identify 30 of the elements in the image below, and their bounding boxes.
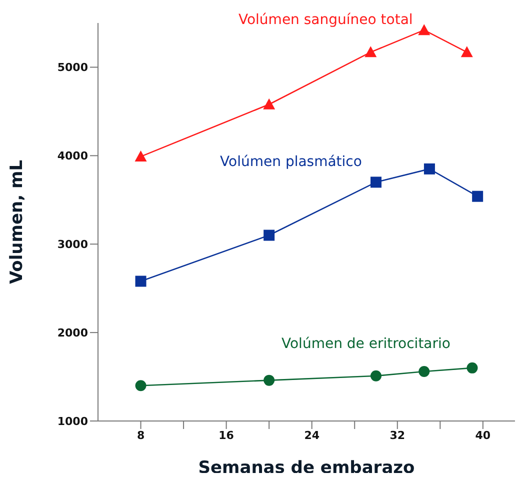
y-tick-label: 5000: [57, 61, 88, 74]
point: [466, 362, 478, 374]
series-label: Volúmen plasmático: [220, 154, 362, 170]
series-label: Volúmen de eritrocitario: [282, 336, 450, 352]
x-tick-label: 40: [475, 428, 491, 442]
point: [370, 176, 382, 188]
point: [264, 374, 275, 386]
x-tick-label: 16: [218, 428, 234, 442]
point: [135, 380, 146, 392]
x-tick-label: 32: [390, 428, 406, 442]
x-axis-title: Semanas de embarazo: [198, 458, 415, 478]
point: [460, 46, 473, 58]
point: [135, 276, 146, 287]
y-axis-title: Volumen, mL: [7, 160, 28, 284]
y-tick-label: 4000: [57, 150, 88, 163]
series-label: Volúmen sanguíneo total: [238, 12, 413, 28]
point: [370, 370, 382, 382]
y-tick-label: 3000: [57, 238, 88, 252]
x-tick-label: 8: [136, 428, 145, 442]
point: [134, 150, 147, 162]
point: [418, 366, 430, 377]
point: [264, 230, 275, 241]
point: [418, 24, 430, 36]
point: [364, 46, 377, 58]
point: [424, 163, 435, 174]
y-tick-label: 2000: [57, 326, 88, 340]
point: [263, 98, 276, 110]
x-tick-label: 24: [304, 428, 320, 442]
y-tick-label: 1000: [57, 414, 88, 428]
point: [472, 190, 484, 202]
